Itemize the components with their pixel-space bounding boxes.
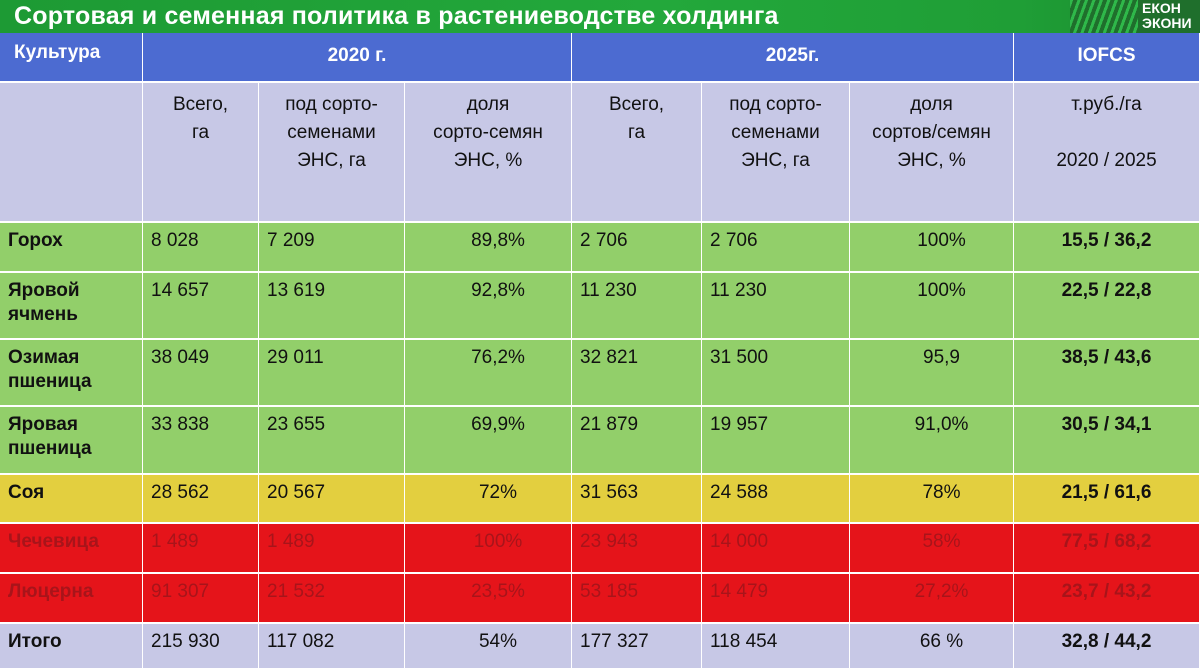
crop-name: Горох [0,223,143,273]
crop-name: Соя [0,475,143,524]
table-cell-seeds-2025: 2 706 [702,223,850,273]
table-cell-iofcs: 30,5 / 34,1 [1014,407,1200,475]
table-cell-total-2020: 33 838 [143,407,259,475]
table-cell-total-2020: 91 307 [143,574,259,624]
crop-name: Яровой ячмень [0,273,143,340]
table-cell-total-2025: 11 230 [572,273,702,340]
table-cell-iofcs: 23,7 / 43,2 [1014,574,1200,624]
table-cell-total-2025: 53 185 [572,574,702,624]
table-cell-total-2020: 8 028 [143,223,259,273]
table-cell-share-2025: 66 % [850,624,1014,670]
table-cell-share-2025: 100% [850,223,1014,273]
table-cell-share-2020: 76,2% [405,340,572,407]
subheader-total-2020: Всего, га [143,83,259,223]
logo-stripes-icon [1070,0,1138,33]
table-cell-seeds-2020: 7 209 [259,223,405,273]
table-cell-seeds-2025: 31 500 [702,340,850,407]
table-cell-share-2020: 72% [405,475,572,524]
table-cell-share-2020: 23,5% [405,574,572,624]
crop-name: Чечевица [0,524,143,574]
table-cell-total-2025: 2 706 [572,223,702,273]
header-crop: Культура [0,33,143,83]
subheader-seeds-2025: под сорто- семенами ЭНС, га [702,83,850,223]
table-cell-share-2025: 91,0% [850,407,1014,475]
table-cell-seeds-2025: 14 000 [702,524,850,574]
table-cell-iofcs: 77,5 / 68,2 [1014,524,1200,574]
table-cell-total-2020: 38 049 [143,340,259,407]
table-cell-iofcs: 22,5 / 22,8 [1014,273,1200,340]
table-cell-iofcs: 21,5 / 61,6 [1014,475,1200,524]
table-cell-seeds-2020: 21 532 [259,574,405,624]
table-cell-share-2020: 100% [405,524,572,574]
table-cell-share-2025: 78% [850,475,1014,524]
table-cell-seeds-2025: 24 588 [702,475,850,524]
table-cell-seeds-2020: 20 567 [259,475,405,524]
table-cell-seeds-2025: 14 479 [702,574,850,624]
table-cell-total-2025: 23 943 [572,524,702,574]
subheader-blank [0,83,143,223]
table-cell-total-2025: 32 821 [572,340,702,407]
table-cell-share-2025: 95,9 [850,340,1014,407]
table-cell-iofcs: 38,5 / 43,6 [1014,340,1200,407]
seed-policy-table: Культура 2020 г. 2025г. IOFCS Всего, га … [0,33,1200,670]
table-cell-seeds-2020: 29 011 [259,340,405,407]
subheader-share-2025: доля сортов/семян ЭНС, % [850,83,1014,223]
table-cell-seeds-2025: 11 230 [702,273,850,340]
title-bar: Сортовая и семенная политика в растениев… [0,0,1200,33]
table-cell-total-2020: 1 489 [143,524,259,574]
logo-text-line1: ЕКОН [1142,0,1181,16]
table-cell-seeds-2020: 1 489 [259,524,405,574]
logo-text-line2: ЭКОНИ [1142,15,1192,31]
table-cell-total-2025: 21 879 [572,407,702,475]
crop-name: Люцерна [0,574,143,624]
table-cell-total-2020: 14 657 [143,273,259,340]
table-cell-share-2025: 58% [850,524,1014,574]
subheader-share-2020: доля сорто-семян ЭНС, % [405,83,572,223]
page-title: Сортовая и семенная политика в растениев… [14,2,779,30]
table-cell-total-2020: 215 930 [143,624,259,670]
table-cell-total-2020: 28 562 [143,475,259,524]
subheader-seeds-2020: под сорто- семенами ЭНС, га [259,83,405,223]
table-cell-share-2025: 100% [850,273,1014,340]
header-year-2020: 2020 г. [143,33,572,83]
crop-name: Яровая пшеница [0,407,143,475]
table-cell-seeds-2020: 13 619 [259,273,405,340]
table-cell-share-2020: 69,9% [405,407,572,475]
table-cell-share-2025: 27,2% [850,574,1014,624]
table-cell-iofcs: 15,5 / 36,2 [1014,223,1200,273]
header-iofcs: IOFCS [1014,33,1200,83]
table-cell-share-2020: 92,8% [405,273,572,340]
table-cell-total-2025: 177 327 [572,624,702,670]
table-cell-share-2020: 54% [405,624,572,670]
crop-name: Озимая пшеница [0,340,143,407]
table-cell-seeds-2025: 118 454 [702,624,850,670]
table-cell-iofcs: 32,8 / 44,2 [1014,624,1200,670]
table-cell-seeds-2020: 23 655 [259,407,405,475]
table-cell-share-2020: 89,8% [405,223,572,273]
header-year-2025: 2025г. [572,33,1014,83]
table-cell-total-2025: 31 563 [572,475,702,524]
subheader-total-2025: Всего, га [572,83,702,223]
logo: ЕКОН ЭКОНИ [1070,0,1200,33]
table-cell-seeds-2020: 117 082 [259,624,405,670]
subheader-iofcs-unit: т.руб./га 2020 / 2025 [1014,83,1200,223]
crop-name: Итого [0,624,143,670]
table-cell-seeds-2025: 19 957 [702,407,850,475]
